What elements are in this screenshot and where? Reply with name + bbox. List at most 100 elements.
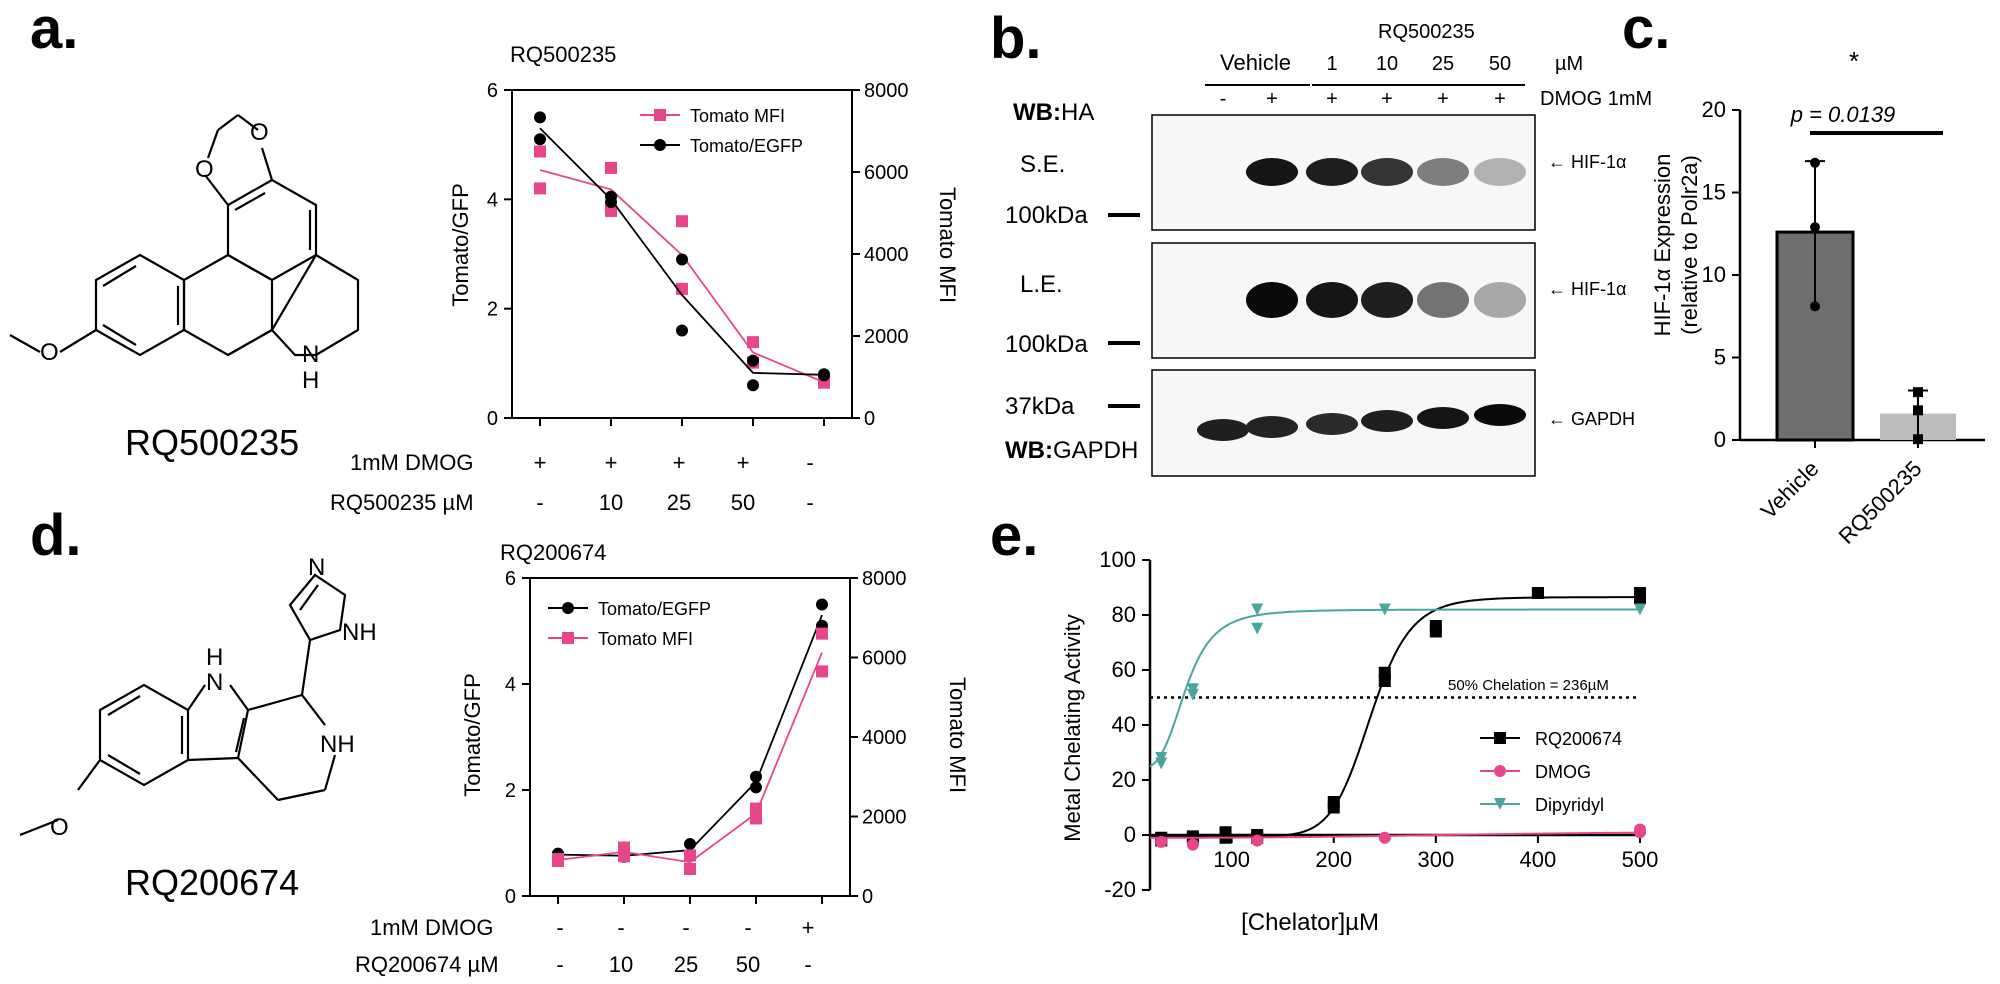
- wb-ha-bold: WB:: [1013, 99, 1061, 126]
- y-tick-label: 20: [1112, 767, 1136, 792]
- y-tick-label: 0: [1714, 427, 1726, 452]
- data-point: [1251, 834, 1264, 847]
- chart-e-ylabel: Metal Chelating Activity: [1060, 614, 1085, 841]
- data-point: [747, 379, 759, 392]
- blot-band: [1306, 158, 1358, 186]
- data-point: [1186, 683, 1199, 696]
- chart-d: RQ200674 0 2 4 6 0 2000 4000 6000 8000 Tomato/EGF…: [355, 540, 970, 977]
- data-point: [1378, 603, 1391, 616]
- blot-vehicle: Vehicle: [1220, 50, 1291, 75]
- structure-rq200674: [19, 573, 347, 837]
- y2-tick-label: 4000: [862, 727, 907, 749]
- data-point: [816, 598, 828, 611]
- series-line-tomato-egfp: [557, 614, 823, 857]
- y-tick-label: 100: [1099, 547, 1136, 572]
- data-point: [1810, 157, 1820, 168]
- blot-band: [1474, 282, 1526, 318]
- data-point: [1378, 666, 1391, 679]
- chart-c-star: *: [1849, 46, 1859, 76]
- d-dmog-1: -: [556, 915, 563, 940]
- blot-band: [1361, 158, 1413, 186]
- data-point: [1913, 405, 1923, 416]
- panel-label-b: b.: [990, 6, 1042, 71]
- legend-label: RQ200674: [1535, 729, 1622, 749]
- y-tick-label: 6: [487, 80, 498, 102]
- data-point: [747, 336, 759, 349]
- blot-band: [1197, 419, 1249, 441]
- atom-o-1: O: [195, 156, 214, 183]
- y2-tick-label: 2000: [862, 807, 907, 829]
- data-point: [534, 111, 546, 124]
- data-point: [1186, 838, 1199, 851]
- data-point: [605, 196, 617, 209]
- chart-e-xlabel: [Chelator]µM: [1241, 909, 1379, 936]
- data-point: [750, 781, 762, 794]
- data-point: [618, 850, 630, 863]
- structure-rq500235: [9, 114, 360, 357]
- y2-tick-label: 6000: [864, 162, 909, 184]
- d-conc-1: -: [556, 952, 563, 977]
- marker-100-a: 100kDa: [1005, 202, 1088, 229]
- d-conc-5: -: [804, 952, 811, 977]
- chart-a-title: RQ500235: [510, 42, 616, 67]
- compound-name-rq200674: RQ200674: [125, 862, 299, 903]
- series-line-tomato-mfi: [539, 169, 825, 384]
- blot-band: [1246, 158, 1298, 186]
- y-tick-label: 2: [487, 299, 498, 321]
- a-conc-3: 25: [667, 490, 691, 515]
- blot-conc-25: 25: [1432, 53, 1454, 75]
- chart-c: HIF-1α Expression (relative to Polr2a) *…: [1650, 46, 1985, 549]
- data-point: [1810, 222, 1820, 233]
- atom-nh-imid: NH: [342, 619, 377, 646]
- chart-a-row-conc: RQ500235 µM: [330, 490, 474, 515]
- data-point: [684, 862, 696, 875]
- blot-band: [1474, 404, 1526, 426]
- chart-a-row-dmog: 1mM DMOG: [350, 450, 473, 475]
- data-point: [676, 324, 688, 337]
- y-tick-label: 5: [1714, 345, 1726, 370]
- se-label: S.E.: [1020, 151, 1065, 178]
- atom-n-indole: N: [206, 669, 223, 696]
- fit-curve-dipyridyl: [1149, 608, 1641, 768]
- blot-band: [1306, 413, 1358, 435]
- a-dmog-5: -: [806, 450, 813, 475]
- data-point: [1155, 752, 1168, 764]
- data-point: [605, 204, 617, 217]
- legend-label: Dipyridyl: [1535, 795, 1604, 815]
- data-point: [1913, 434, 1923, 445]
- hif-label-2: ← HIF-1α: [1548, 279, 1626, 299]
- chart-d-ylabel: Tomato/GFP: [460, 673, 485, 796]
- data-point: [684, 838, 696, 851]
- y2-tick-label: 4000: [864, 244, 909, 266]
- x-tick-label: 300: [1417, 847, 1454, 872]
- gapdh-label: ← GAPDH: [1548, 409, 1635, 429]
- data-point: [818, 369, 830, 382]
- wb-gapdh-label: WB:GAPDH: [1005, 437, 1138, 464]
- chart-c-pvalue: p = 0.0139: [1790, 102, 1896, 127]
- chart-a: RQ500235 0 2 4 6 0 2000 4000 6000 8000 Tomato MFI…: [330, 42, 960, 515]
- blot-band: [1474, 158, 1526, 186]
- y-tick-label: 0: [487, 408, 498, 430]
- d-dmog-2: -: [617, 915, 624, 940]
- x-tick-label: Vehicle: [1756, 456, 1824, 524]
- chart-d-title: RQ200674: [500, 540, 606, 565]
- western-blot: RQ500235 Vehicle 1 10 25 50 - + + + + + …: [1005, 21, 1652, 477]
- a-conc-1: -: [536, 490, 543, 515]
- y-tick-label: 40: [1112, 712, 1136, 737]
- chart-d-row-conc: RQ200674 µM: [355, 952, 499, 977]
- legend-marker: [562, 632, 574, 644]
- y2-tick-label: 0: [862, 886, 873, 908]
- data-point: [1531, 587, 1544, 599]
- y-tick-label: 10: [1702, 262, 1726, 287]
- hif-label-1: ← HIF-1α: [1548, 152, 1626, 172]
- data-point: [750, 770, 762, 783]
- data-point: [750, 802, 762, 815]
- d-dmog-4: -: [744, 915, 751, 940]
- y2-tick-label: 8000: [862, 568, 907, 590]
- marker-100-b: 100kDa: [1005, 331, 1088, 358]
- legend-marker: [1494, 732, 1506, 744]
- panel-label-e: e.: [990, 503, 1038, 568]
- legend-label: Tomato MFI: [598, 629, 693, 649]
- x-tick-label: 400: [1520, 847, 1557, 872]
